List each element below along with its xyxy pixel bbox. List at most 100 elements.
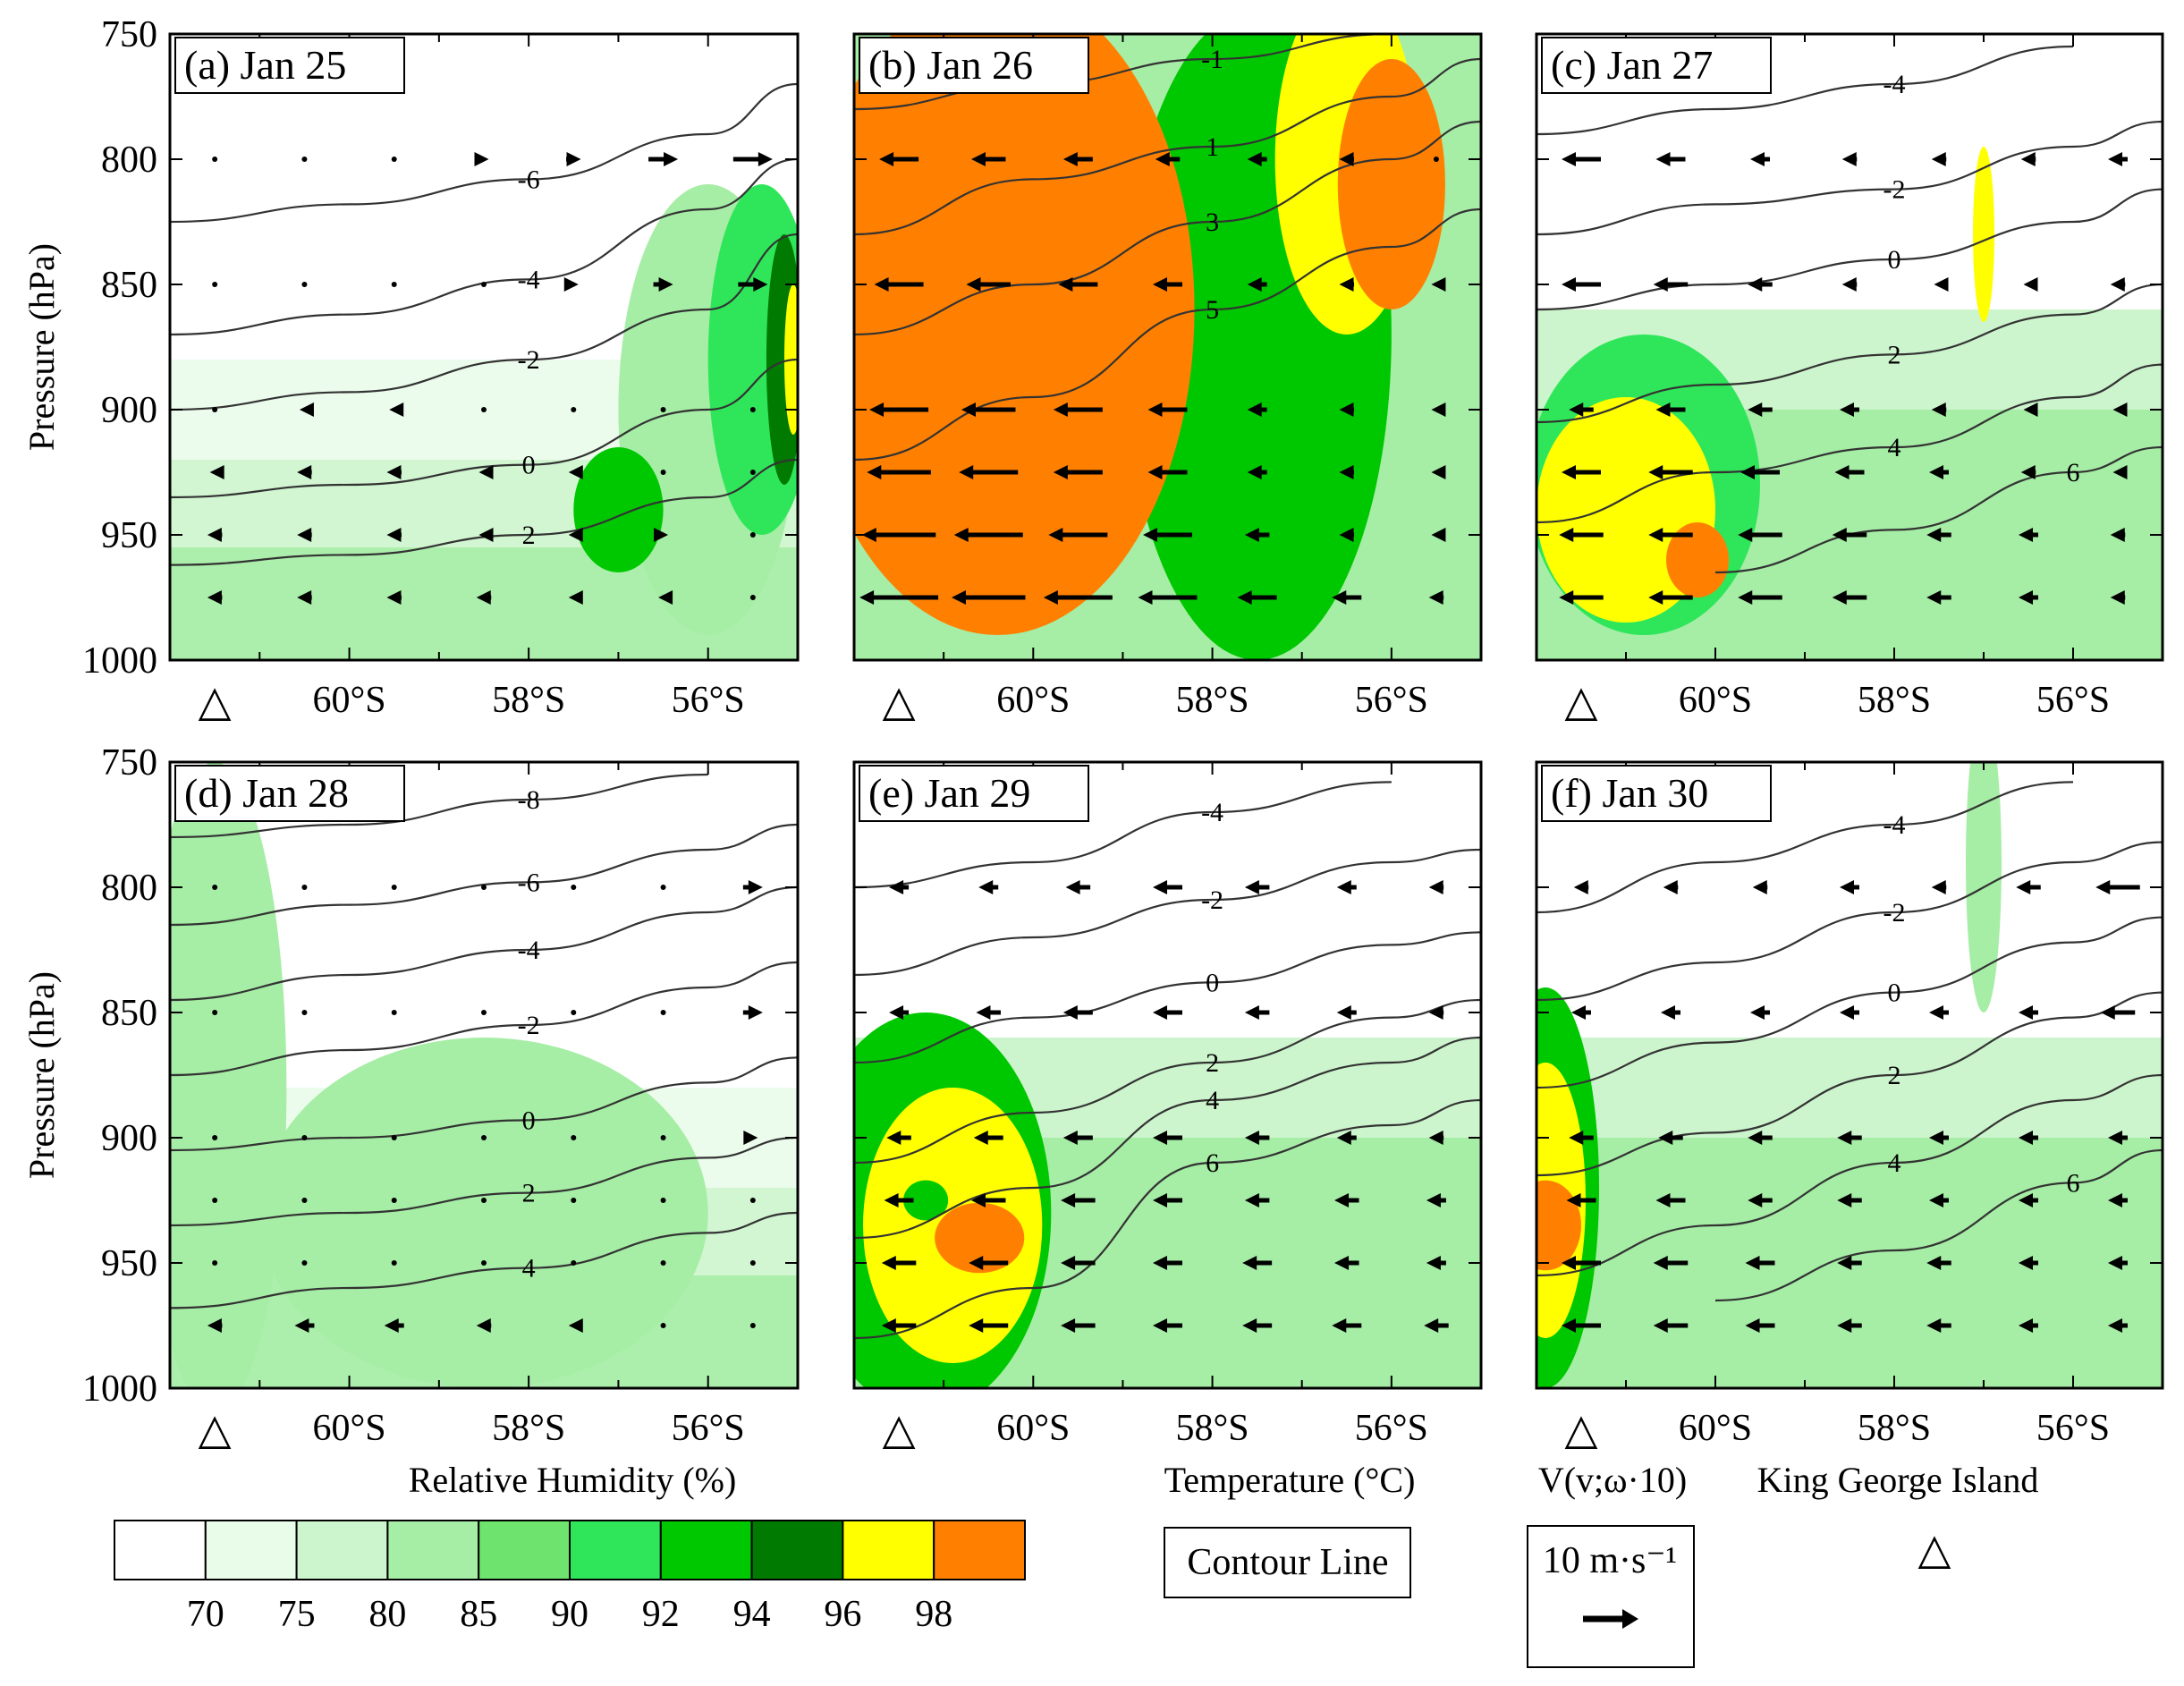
wind-arrowhead (1336, 1005, 1351, 1020)
wind-arrowhead (1153, 1193, 1167, 1207)
humidity-blob-orange (1337, 59, 1445, 309)
wind-dot (749, 1198, 756, 1203)
wind-arrowhead (1336, 880, 1351, 894)
panel-title: (d) Jan 28 (184, 770, 349, 816)
wind-arrowhead (869, 402, 885, 417)
wind-arrowhead (867, 465, 882, 479)
panel-title: (a) Jan 25 (184, 42, 346, 88)
wind-arrowhead (1061, 1193, 1076, 1207)
wind-dot (391, 282, 397, 287)
wind-arrowhead (961, 402, 976, 417)
wind-arrowhead (1655, 1193, 1671, 1207)
wind-arrowhead (2020, 152, 2036, 166)
wind-arrowhead (1573, 880, 1588, 894)
station-marker: △ (1565, 1406, 1598, 1453)
y-tick-label: 950 (101, 515, 157, 556)
wind-vectors (859, 152, 1446, 605)
wind-arrowhead (1653, 1318, 1668, 1333)
wind-arrowhead (209, 465, 224, 479)
wind-arrowhead (478, 528, 494, 542)
wind-arrowhead (1339, 402, 1354, 417)
contour-line (854, 208, 1481, 462)
contour-label: -6 (518, 868, 540, 897)
wind-arrowhead (1332, 590, 1347, 605)
y-tick-label: 800 (101, 140, 157, 181)
temperature-contours: -8 -6 -4 -2 0 2 4 (170, 773, 798, 1309)
wind-arrowhead (1837, 1318, 1852, 1333)
wind-dot (391, 1135, 397, 1140)
wind-dot (749, 407, 756, 412)
wind-arrowhead (1153, 880, 1167, 894)
wind-arrowhead (748, 1005, 763, 1020)
wind-arrowhead (879, 152, 894, 166)
contour-label: -1 (1201, 45, 1223, 74)
wind-arrowhead (1334, 1256, 1350, 1270)
contour-line (170, 157, 798, 336)
wind-dot (481, 1135, 487, 1140)
wind-arrowhead (969, 1256, 984, 1270)
wind-arrowhead (1061, 1318, 1076, 1333)
humidity-blob-94 (903, 1180, 949, 1221)
wind-arrowhead (1431, 465, 1446, 479)
panel-frame (852, 760, 1483, 1390)
wind-dot (660, 885, 666, 890)
colorbar-cell (659, 1520, 753, 1580)
contour-line (170, 773, 708, 839)
wind-arrowhead (2108, 1318, 2122, 1333)
colorbar-cell (114, 1520, 207, 1580)
wind-arrowhead (1339, 528, 1354, 542)
wind-arrowhead (2019, 1193, 2033, 1207)
wind-dot (481, 407, 487, 412)
x-tick-label: 56°S (672, 1408, 745, 1449)
wind-arrowhead (568, 1318, 583, 1333)
wind-dot (481, 1010, 487, 1015)
panel-frame (1535, 760, 2164, 1390)
contour-line (1536, 120, 2163, 236)
colorbar-label: 94 (733, 1594, 771, 1635)
contour-line (170, 458, 798, 566)
panel-title-box (859, 765, 1089, 822)
y-tick-label: 900 (101, 1118, 157, 1159)
panel-a: -6 -4 -2 0 2 750 800 850 900 950 1000 Pressure (hPa… (21, 14, 800, 725)
contour-label: -4 (518, 265, 540, 294)
wind-arrowhead (1569, 1131, 1584, 1145)
wind-arrowhead (1926, 1318, 1942, 1333)
wind-dot (301, 282, 308, 287)
x-tick-label: 58°S (1175, 1408, 1249, 1449)
vector-legend-title: V(v;ω·10) (1538, 1460, 1687, 1500)
contour-label: 1 (1206, 132, 1219, 162)
wind-arrowhead (2019, 1318, 2033, 1333)
wind-arrowhead (1339, 465, 1354, 479)
wind-dot (1433, 157, 1439, 162)
wind-arrowhead (2112, 465, 2128, 479)
contour-label: -8 (518, 785, 540, 815)
panel-title-box (1541, 765, 1772, 822)
y-tick-label: 850 (101, 993, 157, 1034)
contour-label: 4 (522, 1254, 536, 1284)
wind-arrowhead (1247, 402, 1262, 417)
wind-dot (481, 885, 487, 890)
wind-dot (571, 885, 577, 890)
wind-vectors (1559, 152, 2128, 605)
panel-frame (1535, 32, 2164, 662)
wind-arrowhead (2019, 528, 2033, 542)
contour-line (1536, 781, 2074, 914)
wind-arrowhead (1834, 465, 1850, 479)
wind-dot (301, 1198, 308, 1203)
contour-label: 6 (2067, 1168, 2080, 1198)
x-tick-label: 56°S (2036, 680, 2110, 721)
wind-arrowhead (953, 528, 969, 542)
wind-arrowhead (978, 880, 994, 894)
wind-arrowhead (1562, 1318, 1576, 1333)
contour-label: -4 (518, 936, 540, 965)
wind-arrowhead (2108, 1256, 2122, 1270)
colorbar-cell (569, 1520, 662, 1580)
y-tick-label: 1000 (82, 1368, 157, 1410)
wind-arrowhead (1562, 277, 1576, 292)
wind-arrowhead (1832, 528, 1847, 542)
wind-arrowhead (1062, 152, 1078, 166)
wind-arrowhead (884, 1193, 899, 1207)
contour-label: -4 (1883, 810, 1906, 840)
wind-arrowhead (1065, 880, 1080, 894)
panel-title: (c) Jan 27 (1551, 42, 1713, 88)
